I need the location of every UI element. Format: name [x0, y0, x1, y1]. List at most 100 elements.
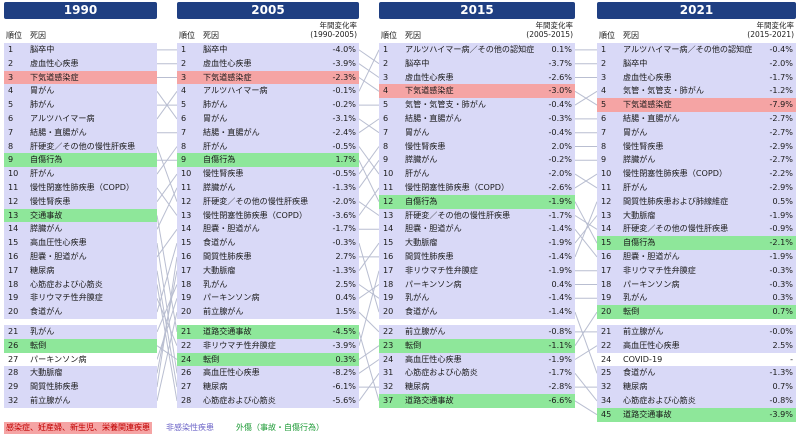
rank-cell: 1: [8, 44, 14, 54]
growth-cell: -8.2%: [332, 367, 356, 378]
rank-cell: 7: [601, 126, 607, 137]
rank-cell: 45: [601, 408, 612, 419]
rank-link: [574, 90, 598, 106]
table-row: 28 大動脈瘤: [4, 366, 157, 381]
table-row: 13 大動脈瘤 -1.9%: [597, 208, 796, 223]
rank-cell: 10: [181, 168, 192, 179]
growth-cell: -1.3%: [769, 367, 793, 378]
growth-cell: -2.1%: [769, 237, 793, 248]
rank-cell: 24: [181, 353, 192, 364]
table-row: 1 脳卒中: [4, 43, 157, 57]
rank-cell: 17: [383, 264, 394, 275]
table-row: 22 高血圧性心疾患 2.5%: [597, 338, 796, 353]
column-2015: 2015 順位 死因 年間変化率 (2005-2015) 1 アルツハイマー病／その他の認知…: [379, 2, 575, 408]
rank-cell: 1: [601, 44, 607, 54]
table-row: 4 アルツハイマー病 -0.1%: [177, 84, 359, 99]
cause-cell: 糖尿病: [203, 381, 228, 392]
rank-header: 順位: [599, 31, 615, 40]
rank-cell: 3: [181, 71, 187, 82]
cause-cell: 食道がん: [405, 306, 438, 317]
cause-cell: 肝硬変／その他の慢性肝疾患: [623, 223, 729, 234]
rank-header: 順位: [179, 31, 195, 40]
growth-cell: -2.6%: [548, 181, 572, 192]
growth-cell: -: [790, 353, 793, 364]
cause-cell: 間質性肺疾患: [30, 381, 79, 392]
cause-cell: 慢性閉塞性肺疾患（COPD）: [623, 168, 728, 179]
rank-cell: 3: [383, 71, 389, 82]
table-header: 順位 死因 年間変化率 (2015-2021): [597, 19, 796, 43]
rank-cell: 9: [383, 154, 389, 165]
table-row: 7 結腸・直腸がん: [4, 125, 157, 140]
table-row: 21 前立腺がん -0.0%: [597, 324, 796, 339]
table-row: 4 下気道感染症 -3.0%: [379, 84, 575, 99]
rank-link: [574, 311, 598, 346]
cause-cell: 大動脈瘤: [623, 209, 656, 220]
rank-cell: 20: [181, 306, 192, 317]
table-row: 19 乳がん 0.3%: [597, 291, 796, 306]
cause-cell: 慢性閉塞性肺疾患（COPD）: [30, 181, 135, 192]
growth-cell: -4.0%: [332, 44, 356, 54]
rank-link: [358, 49, 380, 65]
table-row: 10 肝がん -2.0%: [379, 167, 575, 181]
cause-cell: 胃がん: [405, 126, 430, 137]
cause-cell: 下気道感染症: [203, 71, 252, 82]
cause-cell: 前立腺がん: [623, 325, 664, 336]
rank-header: 順位: [6, 31, 22, 40]
table-row: 45 道路交通事故 -3.9%: [597, 407, 796, 422]
rank-cell: 27: [8, 353, 19, 364]
growth-cell: 0.5%: [772, 195, 793, 206]
growth-cell: -2.9%: [769, 181, 793, 192]
rank-cell: 12: [181, 195, 192, 206]
rank-cell: 21: [8, 325, 19, 336]
rank-link: [358, 311, 380, 333]
table-row: 26 高血圧性心疾患 -8.2%: [177, 366, 359, 381]
table-row: 7 胃がん -2.7%: [597, 125, 796, 140]
rank-cell: 19: [383, 292, 394, 303]
rank-link: [156, 187, 178, 216]
table-row: 8 肝がん -0.5%: [177, 139, 359, 154]
growth-cell: 2.5%: [772, 339, 793, 350]
table-row: 9 膵臓がん -2.7%: [597, 153, 796, 168]
year-header: 2005: [177, 2, 359, 19]
growth-cell: -3.9%: [769, 408, 793, 419]
rank-cell: 10: [383, 168, 394, 179]
growth-cell: -4.5%: [332, 325, 356, 336]
growth-cell: -6.1%: [332, 381, 356, 392]
rank-link: [156, 311, 178, 402]
rank-cell: 5: [181, 99, 187, 110]
cause-cell: 膵臓がん: [30, 223, 63, 234]
rank-link: [156, 298, 178, 360]
rank-link: [574, 173, 598, 189]
cause-cell: パーキンソン病: [623, 278, 680, 289]
growth-cell: -2.7%: [769, 154, 793, 165]
cause-cell: 高血圧性心疾患: [203, 367, 260, 378]
table-row: 16 胆嚢・胆道がん -1.9%: [597, 249, 796, 264]
rank-cell: 17: [181, 264, 192, 275]
rank-link: [358, 359, 380, 374]
rank-cell: 1: [383, 44, 389, 54]
growth-cell: -2.6%: [548, 71, 572, 82]
table-row: 1 アルツハイマー病／その他の認知症 -0.4%: [597, 43, 796, 57]
rank-cell: 15: [383, 237, 394, 248]
rank-cell: 2: [8, 57, 14, 68]
growth-cell: -0.3%: [769, 264, 793, 275]
growth-cell: -2.0%: [548, 168, 572, 179]
growth-cell: -0.3%: [548, 112, 572, 123]
cause-cell: 気管・気管支・肺がん: [405, 99, 486, 110]
growth-cell: -1.9%: [548, 195, 572, 206]
rank-cell: 14: [8, 223, 19, 234]
cause-cell: パーキンソン病: [405, 278, 462, 289]
table-row: 10 肝がん: [4, 167, 157, 181]
rank-cell: 11: [601, 181, 612, 192]
growth-cell: 0.3%: [335, 353, 356, 364]
rank-cell: 2: [383, 57, 389, 68]
cause-cell: 結腸・直腸がん: [405, 112, 462, 123]
rank-cell: 13: [8, 209, 19, 220]
cause-cell: アルツハイマー病: [203, 85, 268, 96]
rank-cell: 12: [8, 195, 19, 206]
growth-cell: -3.7%: [548, 57, 572, 68]
table-row: 11 慢性閉塞性肺疾患（COPD）: [4, 180, 157, 195]
rank-link: [156, 284, 178, 401]
table-row: 15 食道がん -0.3%: [177, 236, 359, 250]
cause-cell: 肝がん: [203, 140, 228, 151]
